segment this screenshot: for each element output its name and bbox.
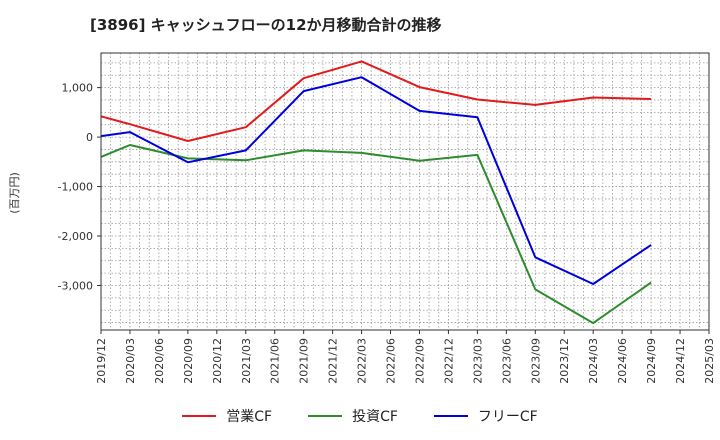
- plot-frame: [100, 52, 710, 331]
- x-tick-label: 2022/06: [385, 338, 398, 384]
- x-tick-label: 2021/03: [240, 338, 253, 384]
- x-tick-label: 2022/09: [413, 338, 426, 384]
- legend: 営業CF 投資CF フリーCF: [0, 406, 720, 426]
- x-tick-label: 2022/12: [442, 338, 455, 384]
- x-tick-label: 2023/09: [529, 338, 542, 384]
- x-tick-label: 2019/12: [95, 338, 108, 384]
- x-tick-label: 2022/03: [356, 338, 369, 384]
- y-tick-label: -2,000: [58, 230, 93, 243]
- legend-item: 営業CF: [182, 406, 272, 426]
- x-tick-label: 2020/09: [182, 338, 195, 384]
- plot-area: [101, 53, 709, 330]
- legend-swatch: [308, 415, 343, 417]
- x-tick-label: 2020/12: [211, 338, 224, 384]
- x-tick-label: 2023/06: [500, 338, 513, 384]
- x-tick-label: 2021/09: [298, 338, 311, 384]
- y-tick-label: 0: [86, 131, 93, 144]
- legend-item: フリーCF: [433, 406, 538, 426]
- series-line-2: [100, 144, 652, 325]
- y-tick-label: -1,000: [58, 181, 93, 194]
- chart-title: [3896] キャッシュフローの12か月移動合計の推移: [90, 16, 442, 34]
- legend-item: 投資CF: [308, 406, 398, 426]
- x-tick-label: 2024/09: [645, 338, 658, 384]
- x-tick-label: 2025/03: [703, 338, 716, 384]
- x-tick-label: 2023/12: [558, 338, 571, 384]
- legend-label: 営業CF: [226, 409, 273, 425]
- legend-swatch: [433, 415, 468, 417]
- x-tick-label: 2021/12: [327, 338, 340, 384]
- y-tick-label: -3,000: [58, 279, 93, 292]
- legend-swatch: [182, 415, 217, 417]
- legend-label: フリーCF: [477, 409, 538, 425]
- y-axis-label: (百万円): [8, 172, 21, 214]
- x-tick-label: 2021/06: [269, 338, 282, 384]
- x-tick-label: 2023/03: [471, 338, 484, 384]
- y-tick-label: 1,000: [62, 82, 94, 95]
- legend-label: 投資CF: [352, 409, 398, 425]
- series-line-1: [100, 60, 652, 142]
- series-line-3: [100, 76, 652, 285]
- x-tick-label: 2024/12: [674, 338, 687, 384]
- x-tick-label: 2024/06: [616, 338, 629, 384]
- x-tick-label: 2024/03: [587, 338, 600, 384]
- x-tick-label: 2020/06: [153, 338, 166, 384]
- x-tick-label: 2020/03: [124, 338, 137, 384]
